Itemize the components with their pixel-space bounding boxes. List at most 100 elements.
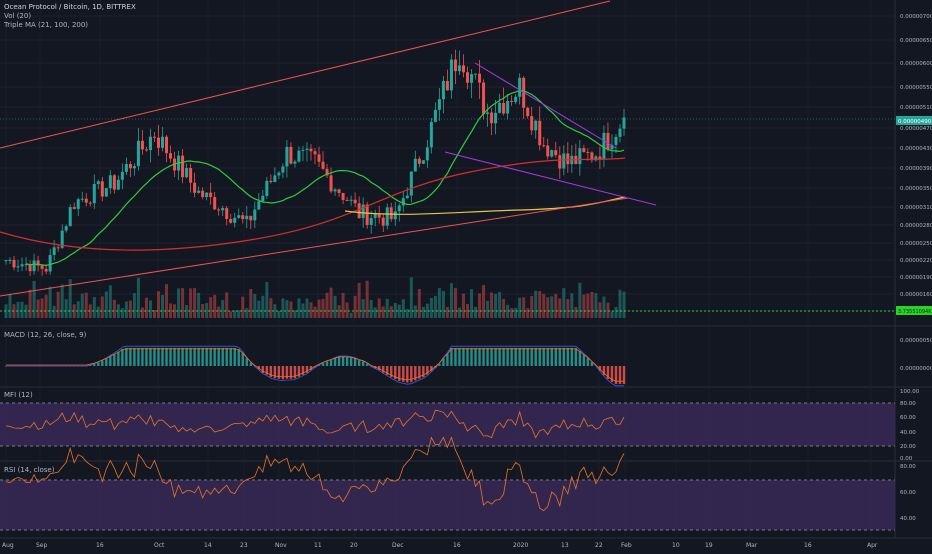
candle-body (486, 112, 489, 114)
volume-bar (422, 307, 425, 318)
candle-body (57, 247, 60, 248)
macd-bar (470, 348, 472, 366)
candle-body (233, 218, 236, 223)
volume-bar (590, 292, 593, 318)
volume-bar (261, 296, 264, 318)
macd-tick-label: 0.00000050 (900, 338, 932, 344)
macd-bar (209, 348, 211, 366)
rsi-label[interactable]: RSI (14, close) (4, 466, 54, 475)
volume-bar (37, 299, 40, 318)
time-tick-label: 20 (350, 542, 358, 549)
volume-indicator-label[interactable]: Vol (20) (4, 12, 136, 21)
volume-bar (141, 307, 144, 318)
candle-body (141, 141, 144, 150)
macd-bar (346, 357, 348, 366)
volume-bar (221, 300, 224, 318)
candle-body (490, 112, 493, 123)
macd-bar (498, 348, 500, 366)
price-tick-label: 0.00000390 (900, 166, 932, 172)
volume-bar (49, 287, 52, 318)
time-tick-label: 19 (705, 542, 713, 549)
volume-bar (614, 307, 617, 318)
candle-body (17, 266, 20, 267)
rsi-tick-label: 80.00 (900, 464, 916, 470)
macd-bar (205, 348, 207, 366)
volume-bar (326, 293, 329, 318)
macd-label[interactable]: MACD (12, 26, close, 9) (4, 331, 86, 340)
candle-body (518, 78, 521, 97)
volume-bar (237, 310, 240, 318)
macd-bar (450, 348, 452, 366)
volume-bar (281, 298, 284, 318)
mfi-label[interactable]: MFI (12) (4, 391, 33, 400)
candle-body (370, 218, 373, 225)
candle-body (614, 137, 617, 145)
volume-bar (446, 307, 449, 318)
candle-body (338, 189, 341, 193)
volume-bar (378, 299, 381, 318)
candle-body (502, 103, 505, 114)
candle-body (438, 99, 441, 110)
macd-bar (242, 353, 244, 366)
time-tick-label: Dec (392, 542, 404, 549)
candle-body (350, 200, 353, 201)
candle-body (530, 116, 533, 130)
price-tick-label: 0.00000430 (900, 146, 932, 152)
time-tick-label: 16 (804, 542, 812, 549)
volume-bar (77, 301, 80, 318)
candle-body (265, 181, 268, 196)
macd-bar (161, 348, 163, 366)
candle-body (169, 153, 172, 158)
volume-bar (45, 295, 48, 318)
candle-body (470, 74, 473, 83)
volume-bar (462, 294, 465, 318)
candle-body (185, 168, 188, 177)
macd-bar (193, 348, 195, 366)
candle-body (125, 164, 128, 172)
volume-bar (177, 288, 180, 318)
macd-bar (446, 354, 448, 366)
macd-bar (125, 348, 127, 366)
volume-bar (594, 293, 597, 318)
time-tick-label: Feb (621, 542, 632, 549)
candle-body (562, 153, 565, 168)
volume-bar (334, 296, 337, 318)
candle-body (305, 149, 308, 150)
macd-bar (97, 362, 99, 366)
volume-bar (197, 293, 200, 318)
candle-body (197, 191, 200, 193)
volume-bar (213, 295, 216, 318)
macd-bar (543, 348, 545, 366)
mfi-tick-label: 0.00 (900, 456, 913, 462)
volume-bar (249, 289, 252, 318)
volume-bar (233, 310, 236, 318)
volume-bar (257, 301, 260, 318)
volume-bar (578, 283, 581, 318)
macd-bar (350, 358, 352, 366)
volume-bar (418, 289, 421, 318)
macd-bar (165, 348, 167, 366)
candle-body (77, 199, 80, 209)
volume-bar (586, 294, 589, 318)
candle-body (398, 205, 401, 211)
macd-bar (462, 348, 464, 366)
symbol-title[interactable]: Ocean Protocol / Bitcoin, 1D, BITTREX (4, 3, 136, 12)
time-tick-label: 13 (561, 542, 569, 549)
volume-bar (338, 305, 341, 318)
triple-ma-label[interactable]: Triple MA (21, 100, 200) (4, 21, 136, 30)
volume-bar (342, 293, 345, 318)
volume-bar (514, 308, 517, 318)
macd-bar (531, 348, 533, 366)
volume-bar (434, 296, 437, 318)
volume-bar (494, 294, 497, 318)
volume-bar (458, 308, 461, 318)
candle-body (426, 147, 429, 160)
macd-bar (173, 348, 175, 366)
macd-bar (458, 348, 460, 366)
volume-bar (618, 290, 621, 318)
candle-body (65, 226, 68, 230)
mfi-tick-label: 20.00 (900, 444, 916, 450)
macd-bar (145, 348, 147, 366)
macd-bar (137, 348, 139, 366)
